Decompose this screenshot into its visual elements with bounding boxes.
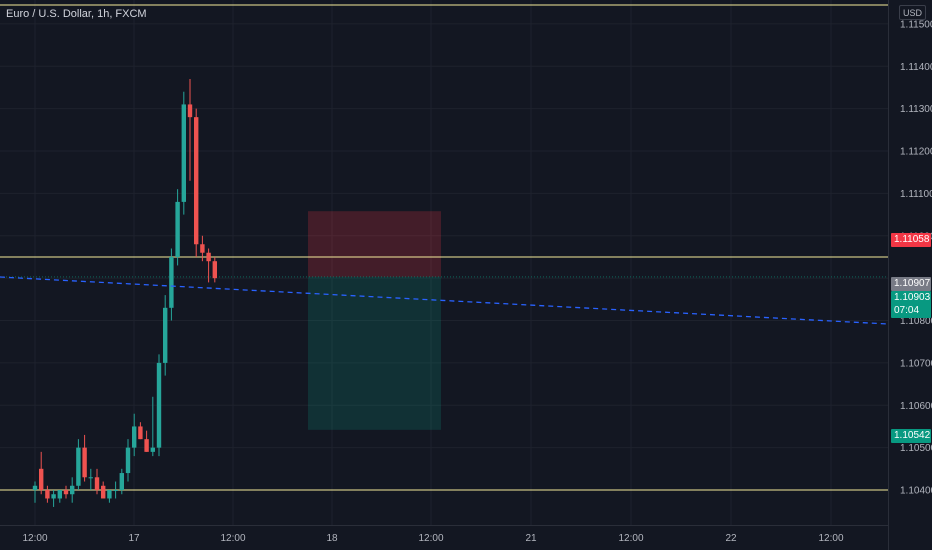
candle (107, 490, 112, 503)
price-scale[interactable] (888, 0, 932, 550)
horizontal-line-price-tag: 1.10907 (891, 277, 931, 291)
candle-body (156, 362, 162, 448)
candle-body (206, 252, 211, 262)
candle (200, 235, 205, 262)
take-profit-zone[interactable] (308, 276, 441, 430)
candle (82, 434, 87, 482)
candle (181, 91, 186, 215)
candle-body (212, 261, 217, 279)
candle-body (132, 426, 137, 448)
candle (76, 439, 81, 490)
currency-button[interactable]: USD (899, 5, 926, 20)
candle-body (76, 447, 81, 486)
candle-body (70, 485, 75, 495)
candle-body (125, 447, 131, 474)
candle-body (94, 477, 100, 490)
candle (32, 481, 38, 503)
candle (132, 413, 137, 457)
price-tick-label: 1.10800 (900, 316, 932, 327)
price-tick-label: 1.11300 (900, 104, 932, 115)
price-tick-label: 1.10500 (900, 443, 932, 454)
time-tick-label: 12:00 (618, 533, 643, 544)
candle (156, 354, 162, 457)
candle-body (144, 439, 149, 452)
stop-loss-zone[interactable] (308, 211, 441, 277)
candle (150, 396, 155, 457)
candle (57, 490, 62, 503)
last-price-value: 1.10903 (894, 292, 931, 303)
time-tick-label: 17 (128, 533, 140, 544)
price-tick-label: 1.10600 (900, 401, 932, 412)
time-tick-label: 21 (525, 533, 537, 544)
last-price-tag: 1.10903 07:04 (891, 291, 931, 318)
candle (113, 481, 118, 499)
target-level-tag: 1.10542 (891, 429, 931, 443)
candle-body (181, 104, 186, 202)
candle (101, 481, 106, 499)
candle (144, 430, 149, 452)
candle (119, 468, 124, 495)
time-tick-label: 22 (725, 533, 737, 544)
candle-body (113, 490, 118, 491)
candle (163, 295, 168, 376)
candle (39, 451, 44, 495)
candle (194, 108, 199, 257)
price-tick-label: 1.11400 (900, 62, 932, 73)
candle (138, 422, 143, 440)
candle-body (119, 473, 124, 490)
candle-body (163, 307, 168, 363)
candle-body (88, 477, 93, 479)
candle-body (32, 485, 38, 490)
candle-body (175, 201, 180, 257)
candle (88, 468, 93, 490)
candle (125, 439, 131, 482)
candle (206, 248, 211, 283)
candle-body (39, 468, 44, 490)
time-tick-label: 12:00 (418, 533, 443, 544)
candle (70, 477, 75, 503)
candle (45, 485, 50, 503)
candle-body (45, 490, 50, 499)
countdown-timer: 07:04 (894, 305, 920, 316)
candle (169, 248, 174, 321)
price-tick-label: 1.10400 (900, 486, 932, 497)
price-tick-label: 1.10700 (900, 358, 932, 369)
candle-body (82, 447, 87, 478)
price-tick-label: 1.11100 (900, 189, 932, 200)
time-axis[interactable] (0, 525, 888, 550)
candle-body (63, 490, 69, 495)
candle (175, 189, 180, 266)
time-tick-label: 18 (326, 533, 338, 544)
candle-body (107, 490, 112, 499)
time-tick-label: 12:00 (22, 533, 47, 544)
candle (63, 485, 69, 499)
candle (212, 256, 217, 283)
candle-body (169, 256, 174, 308)
candle-body (150, 447, 155, 452)
candle-body (101, 485, 106, 499)
candle-body (138, 426, 143, 440)
candle (187, 79, 193, 181)
candle-body (200, 244, 205, 253)
candle-body (194, 117, 199, 245)
candle-body (187, 104, 193, 118)
time-tick-label: 12:00 (818, 533, 843, 544)
candle-body (57, 490, 62, 499)
price-tick-label: 1.11200 (900, 147, 932, 158)
stop-level-tag: 1.11058 (891, 233, 931, 247)
trend-line[interactable] (0, 276, 889, 325)
candle-body (51, 494, 56, 499)
candle (51, 490, 56, 507)
price-tick-label: 1.11500 (900, 19, 932, 30)
time-tick-label: 12:00 (220, 533, 245, 544)
candle (94, 468, 100, 495)
symbol-title[interactable]: Euro / U.S. Dollar, 1h, FXCM (6, 8, 147, 20)
